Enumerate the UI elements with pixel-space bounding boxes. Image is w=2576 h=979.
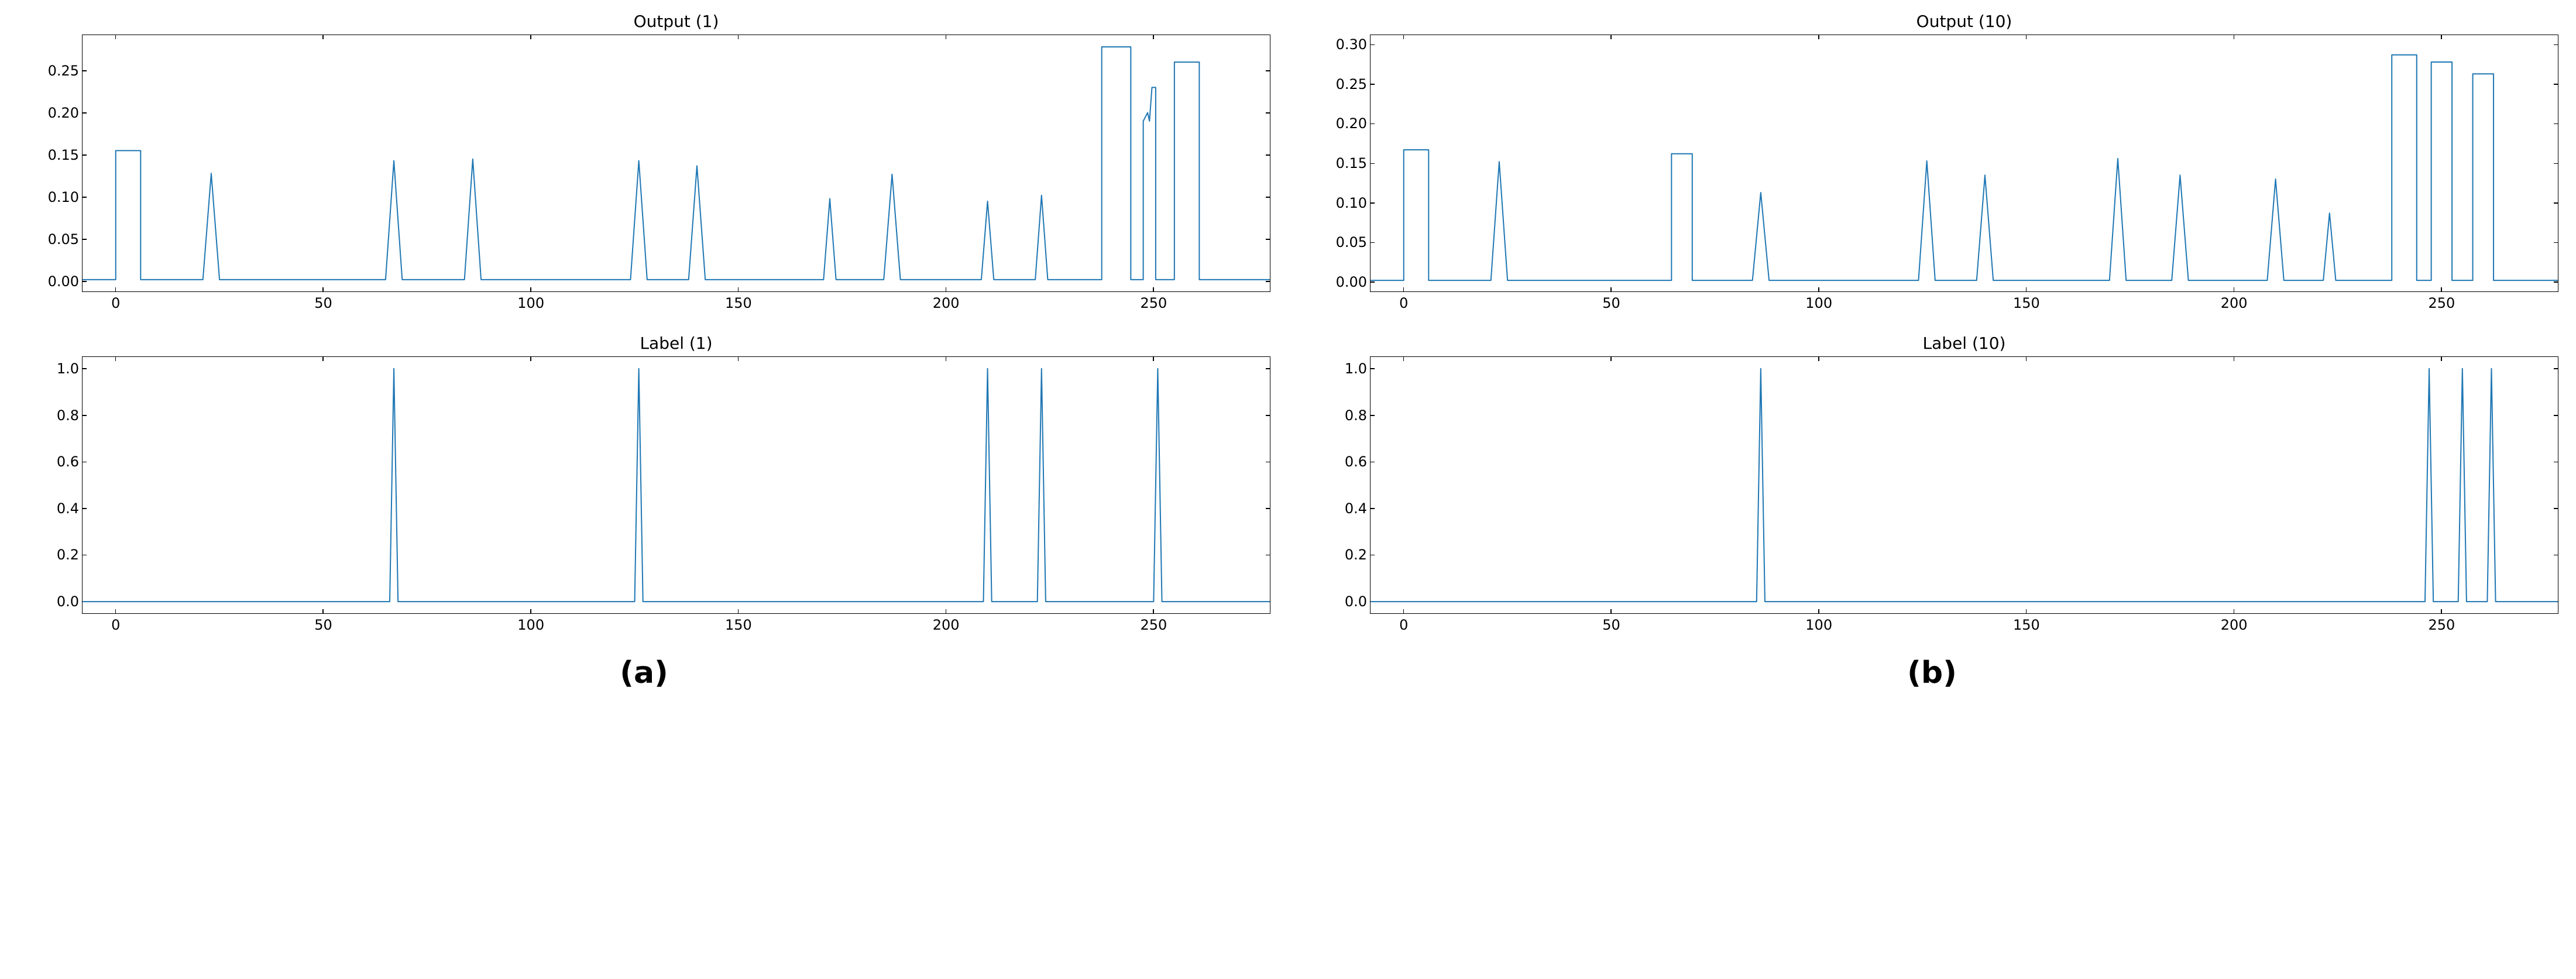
xtick-label: 150 <box>2013 291 2040 311</box>
xtick-label: 100 <box>1805 613 1832 633</box>
ytick-label: 0.8 <box>57 407 83 424</box>
series-path <box>1371 369 2558 602</box>
xtick-label: 0 <box>1399 291 1408 311</box>
ytick-label: 0.00 <box>1336 274 1371 290</box>
panel-title: Label (10) <box>1370 334 2558 353</box>
xtick-label: 100 <box>1805 291 1832 311</box>
xtick-label: 250 <box>1140 613 1167 633</box>
ytick-label: 0.10 <box>48 189 83 205</box>
xtick-label: 200 <box>933 291 960 311</box>
ytick-label: 0.6 <box>1345 454 1371 470</box>
panel-title: Output (10) <box>1370 12 2558 31</box>
ytick-label: 0.30 <box>1336 36 1371 53</box>
caption-b: (b) <box>1306 655 2558 691</box>
xtick-label: 50 <box>314 613 332 633</box>
ytick-label: 0.05 <box>48 231 83 248</box>
ytick-label: 0.10 <box>1336 195 1371 211</box>
xtick-label: 100 <box>517 613 544 633</box>
panel-title: Label (1) <box>82 334 1270 353</box>
caption-a: (a) <box>18 655 1270 691</box>
ytick-label: 0.05 <box>1336 234 1371 250</box>
plot-area: 0.000.050.100.150.200.250.30050100150200… <box>1370 35 2558 292</box>
ytick-label: 0.6 <box>57 454 83 470</box>
panel-output-1: Output (1)0.000.050.100.150.200.25050100… <box>18 12 1270 316</box>
ytick-label: 0.2 <box>57 547 83 563</box>
figure-grid: Output (1)0.000.050.100.150.200.25050100… <box>0 0 2576 696</box>
line-series <box>83 35 1270 291</box>
ytick-label: 1.0 <box>1345 360 1371 377</box>
ytick-label: 1.0 <box>57 360 83 377</box>
series-path <box>83 369 1270 602</box>
xtick-label: 150 <box>725 291 752 311</box>
ytick-label: 0.00 <box>48 273 83 290</box>
ytick-label: 0.25 <box>48 63 83 79</box>
xtick-label: 200 <box>2221 291 2248 311</box>
line-series <box>1371 357 2558 613</box>
ytick-label: 0.2 <box>1345 547 1371 563</box>
panel-label-10: Label (10)0.00.20.40.60.81.0050100150200… <box>1306 334 2558 638</box>
xtick-label: 200 <box>2221 613 2248 633</box>
xtick-label: 250 <box>2428 613 2455 633</box>
ytick-label: 0.15 <box>1336 155 1371 171</box>
xtick-label: 250 <box>2428 291 2455 311</box>
line-series <box>1371 35 2558 291</box>
xtick-label: 100 <box>517 291 544 311</box>
xtick-label: 0 <box>111 291 120 311</box>
xtick-label: 50 <box>1602 291 1620 311</box>
xtick-label: 50 <box>1602 613 1620 633</box>
line-series <box>83 357 1270 613</box>
plot-area: 0.00.20.40.60.81.0050100150200250 <box>1370 356 2558 614</box>
ytick-label: 0.25 <box>1336 76 1371 92</box>
ytick-label: 0.8 <box>1345 407 1371 424</box>
ytick-label: 0.20 <box>48 105 83 121</box>
plot-area: 0.00.20.40.60.81.0050100150200250 <box>82 356 1270 614</box>
ytick-label: 0.0 <box>1345 593 1371 610</box>
xtick-label: 50 <box>314 291 332 311</box>
ytick-label: 0.4 <box>1345 500 1371 517</box>
ytick-label: 0.0 <box>57 593 83 610</box>
xtick-label: 150 <box>725 613 752 633</box>
panel-label-1: Label (1)0.00.20.40.60.81.00501001502002… <box>18 334 1270 638</box>
ytick-label: 0.4 <box>57 500 83 517</box>
panel-title: Output (1) <box>82 12 1270 31</box>
series-path <box>83 47 1270 280</box>
plot-area: 0.000.050.100.150.200.25050100150200250 <box>82 35 1270 292</box>
xtick-label: 150 <box>2013 613 2040 633</box>
ytick-label: 0.15 <box>48 147 83 163</box>
xtick-label: 200 <box>933 613 960 633</box>
ytick-label: 0.20 <box>1336 115 1371 132</box>
xtick-label: 250 <box>1140 291 1167 311</box>
xtick-label: 0 <box>1399 613 1408 633</box>
series-path <box>1371 55 2558 280</box>
panel-output-10: Output (10)0.000.050.100.150.200.250.300… <box>1306 12 2558 316</box>
xtick-label: 0 <box>111 613 120 633</box>
